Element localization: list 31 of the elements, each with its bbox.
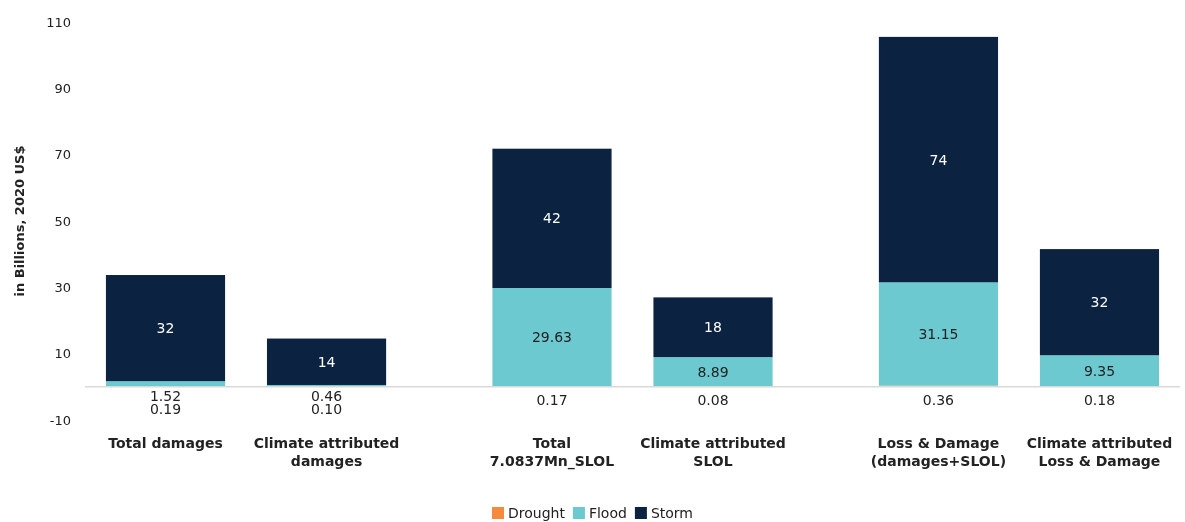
y-tick-label: 110 <box>46 14 71 30</box>
data-label: 0.17 <box>536 391 568 408</box>
data-label: 29.63 <box>531 329 573 346</box>
x-tick-label: Climate attributed damages <box>253 435 400 469</box>
data-label: 18 <box>704 319 722 336</box>
data-label: 32 <box>1090 294 1109 311</box>
y-tick-label: -10 <box>49 412 71 428</box>
data-label: 0.36 <box>922 391 955 408</box>
y-tick-label: 50 <box>54 213 71 229</box>
legend-label: Drought <box>508 505 566 521</box>
x-tick-label: Total 7.0837Mn_SLOL <box>489 435 615 470</box>
data-label: 8.89 <box>697 363 729 380</box>
x-tick-label: Climate attributed Loss & Damage <box>1026 435 1173 469</box>
y-tick-label: 90 <box>54 80 71 96</box>
data-label: 0.08 <box>697 391 729 408</box>
data-label: 42 <box>543 210 561 227</box>
legend-label: Flood <box>588 505 627 521</box>
x-tick-label: Total damages <box>108 435 223 451</box>
x-tick-label: Loss & Damage (damages+SLOL) <box>870 435 1007 469</box>
data-label: 9.35 <box>1083 362 1116 379</box>
data-label: 14 <box>317 353 336 370</box>
data-label: 31.15 <box>918 325 959 342</box>
y-tick-label: 70 <box>54 147 71 163</box>
y-tick-label: 10 <box>54 346 71 362</box>
x-tick-label: Climate attributed SLOL <box>640 435 786 469</box>
data-label: 32 <box>156 320 175 337</box>
data-label: 74 <box>929 151 948 168</box>
legend-label: Storm <box>650 505 693 521</box>
y-tick-label: 30 <box>54 279 71 295</box>
y-axis-title: in Billions, 2020 US$ <box>12 145 27 297</box>
data-label: 0.18 <box>1083 391 1116 408</box>
